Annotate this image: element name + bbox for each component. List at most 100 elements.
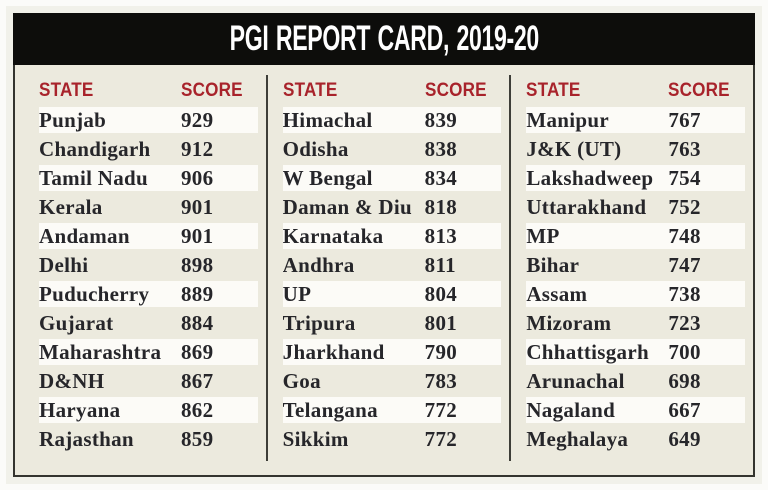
state-cell: Jharkhand <box>282 340 385 364</box>
score-cell: 834 <box>424 166 458 190</box>
score-cell: 884 <box>181 311 214 335</box>
table-row: Daman & Diu 818 <box>283 194 502 220</box>
state-cell: Maharashtra <box>39 340 162 364</box>
page-title: PGI REPORT CARD, 2019-20 <box>229 19 539 58</box>
column-divider <box>265 75 268 461</box>
state-cell: Chandigarh <box>39 137 151 161</box>
state-cell: Kerala <box>39 195 103 219</box>
state-cell: Bihar <box>526 253 580 277</box>
rows-container: Himachal 839 Odisha 838 W Bengal 834 Daman & D… <box>282 107 502 452</box>
state-cell: Manipur <box>526 108 609 132</box>
table-row: Chandigarh 912 <box>39 136 258 162</box>
score-cell: 772 <box>424 427 458 451</box>
state-cell: Arunachal <box>526 369 625 393</box>
state-cell: Gujarat <box>39 311 114 335</box>
state-cell: Delhi <box>39 253 89 277</box>
state-cell: D&NH <box>39 369 105 393</box>
table-row: MP 748 <box>526 223 746 249</box>
table-row: Assam 738 <box>526 281 746 307</box>
table-row: Lakshadweep 754 <box>526 165 746 191</box>
score-column-2: STATE SCORE Himachal 839 Odisha 838 W Bengal… <box>268 65 510 475</box>
score-cell: 783 <box>424 369 458 393</box>
table-row: W Bengal 834 <box>282 165 502 191</box>
score-cell: 790 <box>424 340 458 364</box>
score-cell: 698 <box>668 369 701 393</box>
state-cell: Tamil Nadu <box>39 166 149 190</box>
column-header: STATE SCORE <box>283 77 502 105</box>
state-cell: Mizoram <box>526 311 612 335</box>
table-row: Karnataka 813 <box>282 223 502 249</box>
score-cell: 859 <box>181 427 214 451</box>
score-column-3: STATE SCORE Manipur 767 J&K (UT) 763 Lakshad… <box>511 65 753 475</box>
score-cell: 754 <box>668 166 701 190</box>
score-cell: 869 <box>181 340 214 364</box>
score-header: SCORE <box>424 80 487 101</box>
score-cell: 723 <box>668 311 701 335</box>
table-row: Manipur 767 <box>526 107 746 133</box>
state-cell: Assam <box>526 282 588 306</box>
table-row: Nagaland 667 <box>526 397 746 423</box>
state-cell: Nagaland <box>526 398 616 422</box>
state-header: STATE <box>526 80 581 101</box>
score-cell: 772 <box>424 398 458 422</box>
table-row: Meghalaya 649 <box>526 426 745 452</box>
table-panel: STATE SCORE Punjab 929 Chandigarh 912 Tamil … <box>13 65 755 477</box>
table-row: Mizoram 723 <box>526 310 745 336</box>
score-cell: 801 <box>424 311 458 335</box>
state-cell: W Bengal <box>282 166 373 190</box>
score-header: SCORE <box>181 80 243 101</box>
table-row: Uttarakhand 752 <box>526 194 745 220</box>
state-cell: Haryana <box>39 398 121 422</box>
score-cell: 804 <box>424 282 458 306</box>
score-cell: 813 <box>424 224 458 248</box>
score-cell: 929 <box>181 108 214 132</box>
column-header: STATE SCORE <box>39 77 258 105</box>
score-cell: 752 <box>668 195 701 219</box>
score-cell: 667 <box>668 398 701 422</box>
table-row: D&NH 867 <box>39 368 258 394</box>
state-cell: MP <box>526 224 560 248</box>
state-cell: Karnataka <box>282 224 384 248</box>
table-row: UP 804 <box>282 281 502 307</box>
table-row: Delhi 898 <box>39 252 258 278</box>
state-cell: Punjab <box>39 108 107 132</box>
state-cell: J&K (UT) <box>526 137 622 161</box>
state-cell: Goa <box>282 369 321 393</box>
state-cell: UP <box>282 282 312 306</box>
state-cell: Odisha <box>282 137 349 161</box>
table-row: J&K (UT) 763 <box>526 136 745 162</box>
state-cell: Andaman <box>39 224 130 248</box>
table-row: Bihar 747 <box>526 252 745 278</box>
column-divider <box>509 75 512 461</box>
score-cell: 811 <box>424 253 456 277</box>
table-row: Rajasthan 859 <box>39 426 258 452</box>
state-cell: Puducherry <box>39 282 150 306</box>
rows-container: Punjab 929 Chandigarh 912 Tamil Nadu 906 Keral… <box>39 107 258 452</box>
table-row: Punjab 929 <box>39 107 258 133</box>
score-cell: 700 <box>668 340 701 364</box>
table-row: Andhra 811 <box>283 252 502 278</box>
score-cell: 912 <box>181 137 214 161</box>
column-header: STATE SCORE <box>526 77 745 105</box>
state-header: STATE <box>282 80 338 101</box>
score-cell: 747 <box>668 253 701 277</box>
state-cell: Daman & Diu <box>282 195 412 219</box>
score-header: SCORE <box>668 80 731 101</box>
score-cell: 818 <box>424 195 458 219</box>
state-cell: Andhra <box>282 253 355 277</box>
table-row: Himachal 839 <box>282 107 502 133</box>
table-row: Puducherry 889 <box>39 281 258 307</box>
score-cell: 649 <box>668 427 701 451</box>
table-row: Goa 783 <box>283 368 502 394</box>
state-cell: Sikkim <box>282 427 349 451</box>
score-cell: 898 <box>181 253 214 277</box>
score-cell: 748 <box>668 224 701 248</box>
state-cell: Meghalaya <box>526 427 629 451</box>
table-row: Gujarat 884 <box>39 310 258 336</box>
score-cell: 767 <box>668 108 701 132</box>
state-cell: Chhattisgarh <box>526 340 649 364</box>
state-cell: Himachal <box>282 108 373 132</box>
score-cell: 839 <box>424 108 458 132</box>
table-row: Andaman 901 <box>39 223 258 249</box>
